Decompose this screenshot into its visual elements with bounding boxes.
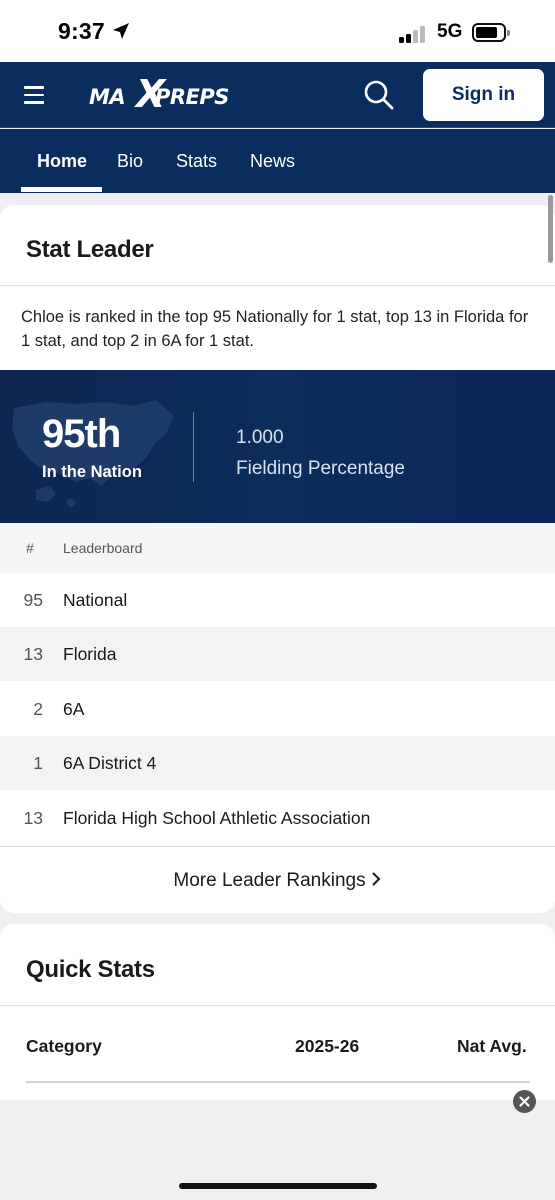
- table-rule: [26, 1081, 530, 1083]
- row-leaderboard: Florida: [63, 644, 117, 664]
- signal-icon: [399, 25, 429, 43]
- row-leaderboard: 6A: [63, 699, 85, 719]
- stat-leader-title: Stat Leader: [26, 236, 154, 263]
- rank-label: In the Nation: [42, 463, 142, 481]
- rank-column-header: #: [26, 540, 34, 556]
- status-time-wrap: 9:37: [58, 18, 131, 47]
- row-leaderboard: National: [63, 590, 128, 610]
- leaderboard-row[interactable]: 1 6A District 4: [0, 736, 555, 790]
- leaderboard-row[interactable]: 13 Florida High School Athletic Associat…: [0, 791, 555, 845]
- app-header: MA X PREPS Sign in: [0, 62, 555, 128]
- row-leaderboard: Florida High School Athletic Association: [63, 808, 371, 828]
- row-rank: 1: [33, 753, 43, 773]
- category-column-header: Category: [26, 1036, 102, 1056]
- logo-text-left: MA: [89, 85, 126, 109]
- leaderboard-column-header: Leaderboard: [63, 540, 143, 556]
- quick-stats-card: Quick Stats Category 2025-26 Nat Avg.: [0, 924, 555, 1100]
- rank-hero-banner: 95th In the Nation 1.000 Fielding Percen…: [0, 370, 555, 523]
- us-map-icon: [12, 400, 174, 508]
- stat-value: 1.000: [236, 427, 284, 448]
- stat-leader-card: Stat Leader Chloe is ranked in the top 9…: [0, 205, 555, 913]
- home-indicator[interactable]: [179, 1183, 377, 1189]
- logo-text-x: X: [136, 72, 165, 116]
- more-leader-rankings-label: More Leader Rankings: [173, 870, 366, 891]
- status-bar: 9:37 5G: [0, 0, 555, 62]
- profile-tabs: Home Bio Stats News: [0, 129, 555, 193]
- divider: [0, 285, 555, 286]
- network-type: 5G: [437, 21, 463, 42]
- nat-avg-column-header: Nat Avg.: [457, 1036, 527, 1056]
- divider: [0, 1005, 555, 1006]
- row-rank: 13: [23, 644, 43, 664]
- season-column-header: 2025-26: [295, 1036, 360, 1056]
- hero-separator: [193, 412, 194, 482]
- location-arrow-icon: [111, 20, 131, 47]
- active-tab-indicator: [21, 187, 102, 192]
- row-rank: 95: [23, 590, 43, 610]
- row-rank: 13: [23, 808, 43, 828]
- status-time: 9:37: [58, 18, 105, 44]
- logo-text-right: PREPS: [155, 85, 229, 109]
- rank-value: 95th: [42, 412, 121, 456]
- leaderboard-header: # Leaderboard: [0, 523, 555, 573]
- search-icon[interactable]: [362, 78, 396, 112]
- close-icon[interactable]: [513, 1090, 536, 1113]
- tab-bio[interactable]: Bio: [117, 151, 144, 171]
- divider: [0, 846, 555, 847]
- hamburger-icon[interactable]: [24, 86, 44, 104]
- tab-news[interactable]: News: [250, 151, 296, 171]
- scrollbar[interactable]: [548, 195, 553, 263]
- leaderboard-row[interactable]: 13 Florida: [0, 627, 555, 681]
- sign-in-button[interactable]: Sign in: [423, 69, 544, 121]
- more-leader-rankings-link[interactable]: More Leader Rankings: [0, 847, 555, 913]
- tab-stats[interactable]: Stats: [176, 151, 218, 171]
- stat-leader-summary: Chloe is ranked in the top 95 Nationally…: [21, 308, 529, 350]
- row-rank: 2: [33, 699, 43, 719]
- leaderboard-row[interactable]: 95 National: [0, 573, 555, 627]
- battery-icon: [472, 23, 510, 42]
- tab-home[interactable]: Home: [37, 151, 88, 171]
- chevron-right-icon: [370, 848, 382, 913]
- quick-stats-title: Quick Stats: [26, 956, 155, 983]
- stat-name: Fielding Percentage: [236, 458, 405, 479]
- row-leaderboard: 6A District 4: [63, 753, 157, 773]
- leaderboard-row[interactable]: 2 6A: [0, 682, 555, 736]
